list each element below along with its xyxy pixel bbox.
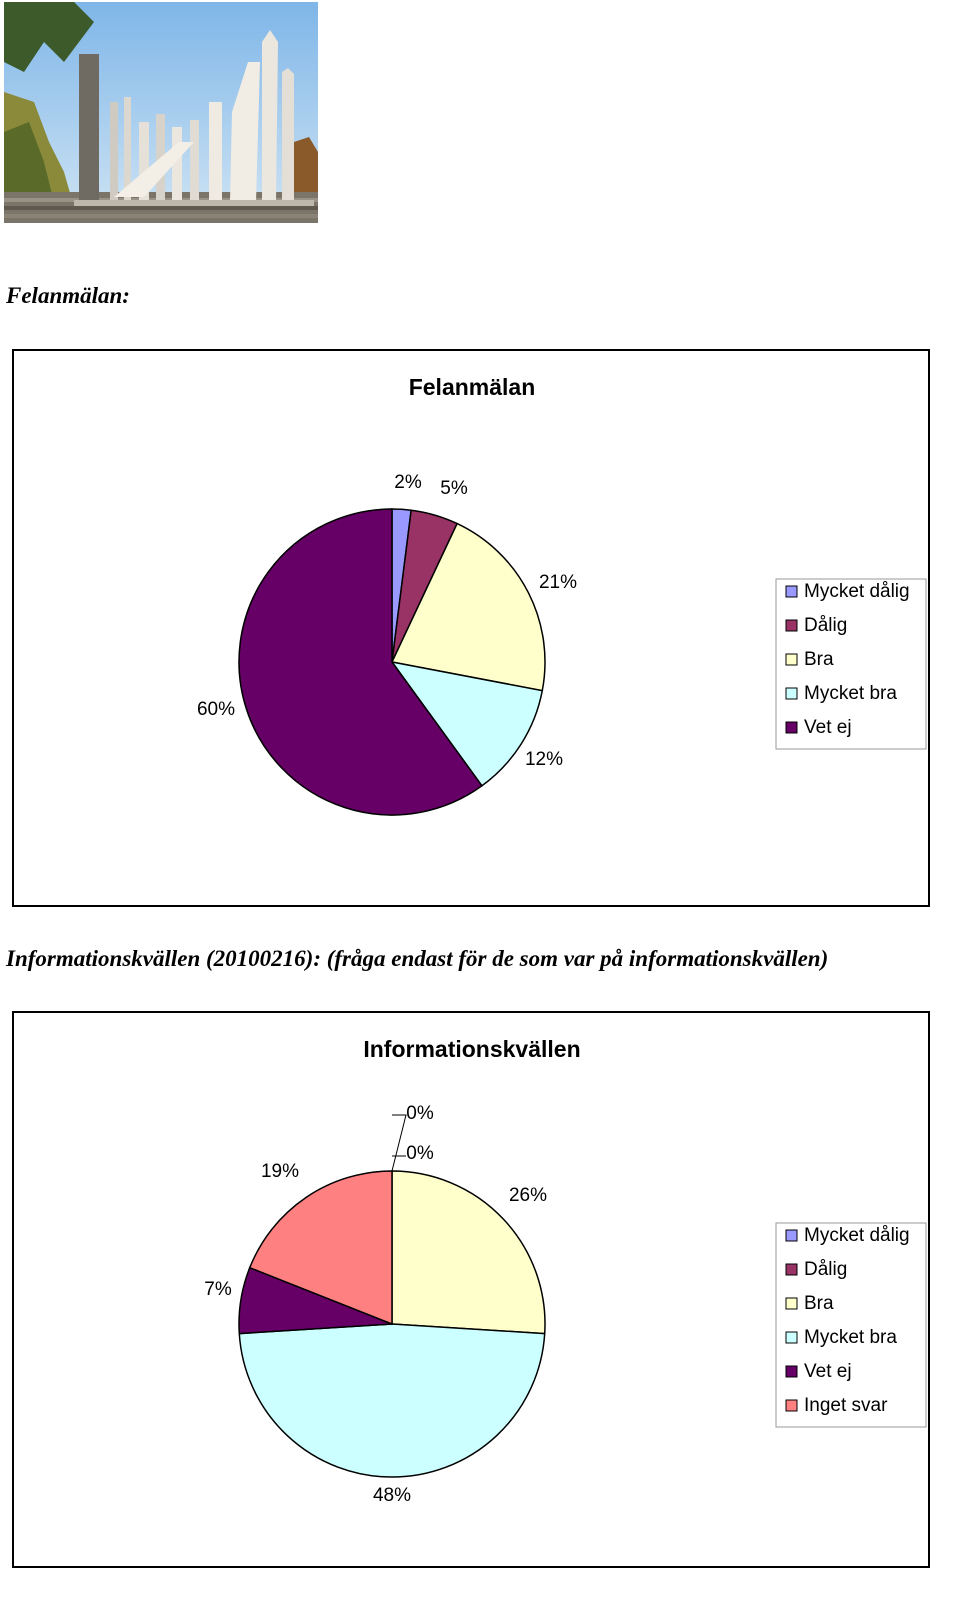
- legend-swatch: [785, 687, 798, 700]
- pie-slice-inget-svar: [248, 1170, 393, 1326]
- legend-label: Vet ej: [804, 717, 852, 738]
- legend-label: Inget svar: [804, 1395, 888, 1416]
- legend-swatch: [785, 1331, 798, 1344]
- legend-swatch: [785, 585, 798, 598]
- data-label: 7%: [204, 1279, 232, 1300]
- legend-label: Dålig: [804, 1259, 847, 1280]
- pie-slice-mycket-bra: [238, 1323, 546, 1478]
- legend-swatch: [785, 1365, 798, 1378]
- chart-felanmalan-svg: Felanmälan 2% 5% 21% 12% 60% Mycket dålig Dål…: [197, 374, 927, 816]
- chart-legend: [775, 1222, 927, 1428]
- data-label: 19%: [261, 1161, 299, 1182]
- data-label: 0%: [406, 1143, 434, 1164]
- chart-informationskvallen-svg: Informationskvällen 0% 0% 26% 48% 7% 19% Myck…: [204, 1036, 927, 1506]
- leader-line: [391, 1114, 407, 1172]
- pie-slice-vet-ej: [238, 508, 483, 816]
- chart-title: Informationskvällen: [363, 1036, 580, 1062]
- legend-label: Dålig: [804, 615, 847, 636]
- section-heading-informationskvallen: Informationskvällen (20100216): (fråga e…: [6, 946, 829, 971]
- legend-label: Bra: [804, 1293, 834, 1314]
- data-label: 21%: [539, 572, 577, 593]
- legend-label: Mycket dålig: [804, 581, 910, 602]
- chart-legend: [775, 578, 927, 750]
- legend-label: Mycket dålig: [804, 1225, 910, 1246]
- data-label: 5%: [440, 478, 468, 499]
- data-label: 48%: [373, 1485, 411, 1506]
- data-label: 12%: [525, 749, 563, 770]
- legend-label: Mycket bra: [804, 1327, 897, 1348]
- legend-swatch: [785, 1229, 798, 1242]
- legend-label: Bra: [804, 649, 834, 670]
- pie-slice-mycket-bra: [390, 660, 544, 787]
- section-heading-felanmalan: Felanmälan:: [6, 283, 130, 308]
- legend-label: Mycket bra: [804, 683, 897, 704]
- legend-swatch: [785, 619, 798, 632]
- chart-title: Felanmälan: [409, 374, 536, 400]
- data-label: 2%: [394, 472, 422, 493]
- legend-swatch: [785, 1297, 798, 1310]
- chart-felanmalan: Felanmälan 2% 5% 21% 12% 60% Mycket dålig Dål…: [12, 349, 930, 907]
- pie-slice-bra: [390, 522, 546, 692]
- legend-swatch: [785, 1399, 798, 1412]
- legend-swatch: [785, 653, 798, 666]
- data-label: 26%: [509, 1185, 547, 1206]
- data-label: 0%: [406, 1103, 434, 1124]
- pie-slice-bra: [391, 1170, 546, 1335]
- monument-photo: [4, 2, 318, 223]
- data-label: 60%: [197, 699, 235, 720]
- legend-label: Vet ej: [804, 1361, 852, 1382]
- legend-swatch: [785, 1263, 798, 1276]
- legend-swatch: [785, 721, 798, 734]
- chart-informationskvallen: Informationskvällen 0% 0% 26% 48% 7% 19% Myck…: [12, 1011, 930, 1568]
